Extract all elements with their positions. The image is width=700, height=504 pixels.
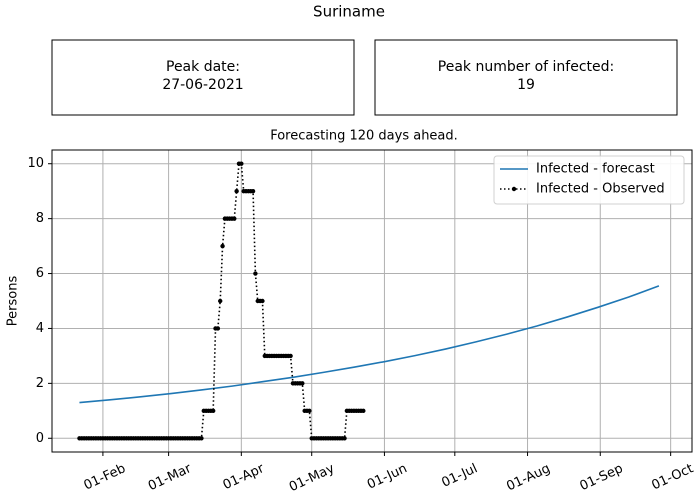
y-tick-label: 2 — [36, 376, 44, 391]
x-tick-label: 01-Feb — [82, 461, 128, 493]
data-point — [361, 408, 366, 414]
legend-label: Infected - forecast — [536, 162, 655, 177]
y-tick-label: 0 — [36, 431, 44, 446]
data-point — [234, 188, 239, 194]
info-box — [374, 39, 678, 116]
data-point — [288, 353, 293, 359]
chart-title: Suriname — [313, 3, 385, 21]
info-value: 19 — [517, 77, 535, 93]
y-tick-label: 8 — [36, 211, 44, 226]
data-point — [253, 271, 258, 276]
x-tick-label: 01-Aug — [504, 461, 552, 494]
data-point — [250, 188, 256, 194]
data-point — [300, 381, 305, 386]
legend-marker — [511, 186, 517, 192]
plot-frame — [51, 149, 693, 453]
series-line — [79, 285, 660, 404]
data-point — [232, 216, 237, 221]
data-point — [210, 408, 216, 414]
legend-label: Infected - Observed — [536, 182, 665, 197]
y-tick-label: 4 — [36, 321, 44, 336]
info-box — [51, 39, 355, 116]
data-point — [199, 436, 204, 441]
data-point — [307, 408, 312, 414]
data-point — [342, 436, 347, 441]
y-tick-label: 6 — [36, 266, 44, 281]
data-point — [239, 161, 244, 166]
info-value: 27-06-2021 — [162, 77, 243, 93]
info-label: Peak number of infected: — [438, 59, 614, 75]
x-tick-label: 01-Oct — [650, 461, 696, 493]
x-tick-label: 01-May — [287, 461, 337, 495]
data-point — [215, 326, 221, 331]
x-tick-label: 01-Mar — [146, 461, 194, 494]
x-tick-label: 01-Jul — [440, 461, 480, 491]
y-tick-label: 10 — [27, 156, 44, 171]
x-tick-label: 01-Jun — [365, 461, 410, 492]
data-point — [218, 298, 223, 304]
data-point — [260, 298, 265, 304]
y-axis-label: Persons — [6, 276, 21, 327]
legend-box — [493, 155, 685, 205]
x-tick-label: 01-Apr — [221, 461, 267, 493]
info-label: Peak date: — [166, 59, 240, 75]
data-point — [220, 243, 225, 249]
chart-subtitle: Forecasting 120 days ahead. — [270, 129, 458, 144]
x-tick-label: 01-Sep — [578, 461, 626, 494]
